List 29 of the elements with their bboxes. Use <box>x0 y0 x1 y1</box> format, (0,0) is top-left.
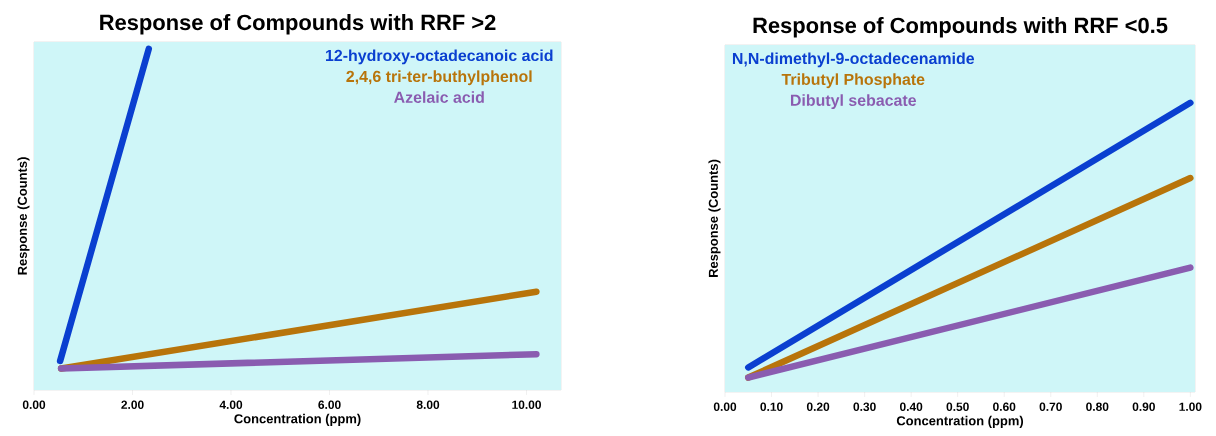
x-tick-label: 0.30 <box>853 402 876 411</box>
text: 12-hydroxy-octadecanoic acid <box>325 49 553 65</box>
x-tick-label: 0.80 <box>1086 402 1109 411</box>
y-axis-title: Response (Counts) <box>17 157 30 275</box>
text: Tributyl Phosphate <box>781 73 925 89</box>
y-axis-title: Response (Counts) <box>708 159 721 277</box>
x-tick-label: 6.00 <box>318 400 341 409</box>
x-tick-label: 0.90 <box>1132 402 1155 411</box>
chart-title: Response of Compounds with RRF >2 <box>100 14 496 35</box>
text: Dibutyl sebacate <box>790 94 917 110</box>
x-tick-label: 8.00 <box>416 400 440 409</box>
x-axis-title: Concentration (ppm) <box>234 413 361 426</box>
x-tick-label: 0.60 <box>993 402 1016 411</box>
text: N,N-dimethyl-9-octadecenamide <box>732 52 975 68</box>
x-tick-label: 0.20 <box>806 402 830 411</box>
x-axis-title: Concentration (ppm) <box>896 415 1024 428</box>
x-tick-label: 0.00 <box>713 402 737 411</box>
text: 2,4,6 tri-ter-buthylphenol <box>346 70 532 86</box>
x-tick-label: 0.40 <box>899 402 923 411</box>
x-tick-label: 1.00 <box>1179 402 1202 411</box>
text: Azelaic acid <box>394 91 484 103</box>
x-tick-label: 0.70 <box>1039 402 1062 411</box>
x-tick-label: 0.50 <box>946 402 969 411</box>
x-tick-label: 4.00 <box>219 400 243 409</box>
x-tick-label: 10.00 <box>512 400 541 409</box>
chart-title: Response of Compounds with RRF <0.5 <box>753 17 1168 38</box>
x-tick-label: 0.10 <box>760 402 783 411</box>
x-tick-label: 0.00 <box>22 400 46 409</box>
x-tick-label: 2.00 <box>121 400 144 409</box>
